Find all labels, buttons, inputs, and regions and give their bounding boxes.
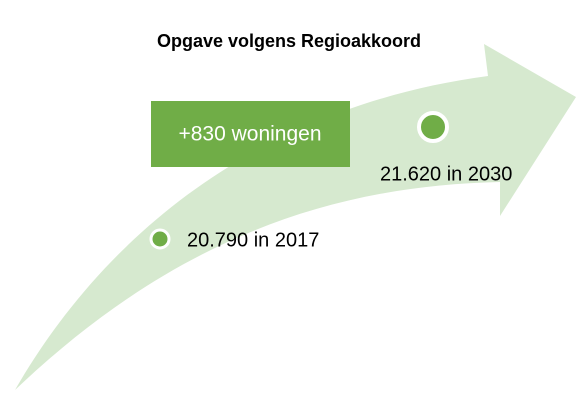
point-marker (149, 228, 171, 250)
increase-box (151, 101, 350, 167)
increase-label: +830 woningen (178, 123, 321, 146)
point-label: 21.620 in 2030 (380, 163, 512, 185)
point-label: 20.790 in 2017 (187, 229, 319, 251)
point-marker (417, 111, 449, 143)
title: Opgave volgens Regioakkoord (157, 31, 421, 51)
